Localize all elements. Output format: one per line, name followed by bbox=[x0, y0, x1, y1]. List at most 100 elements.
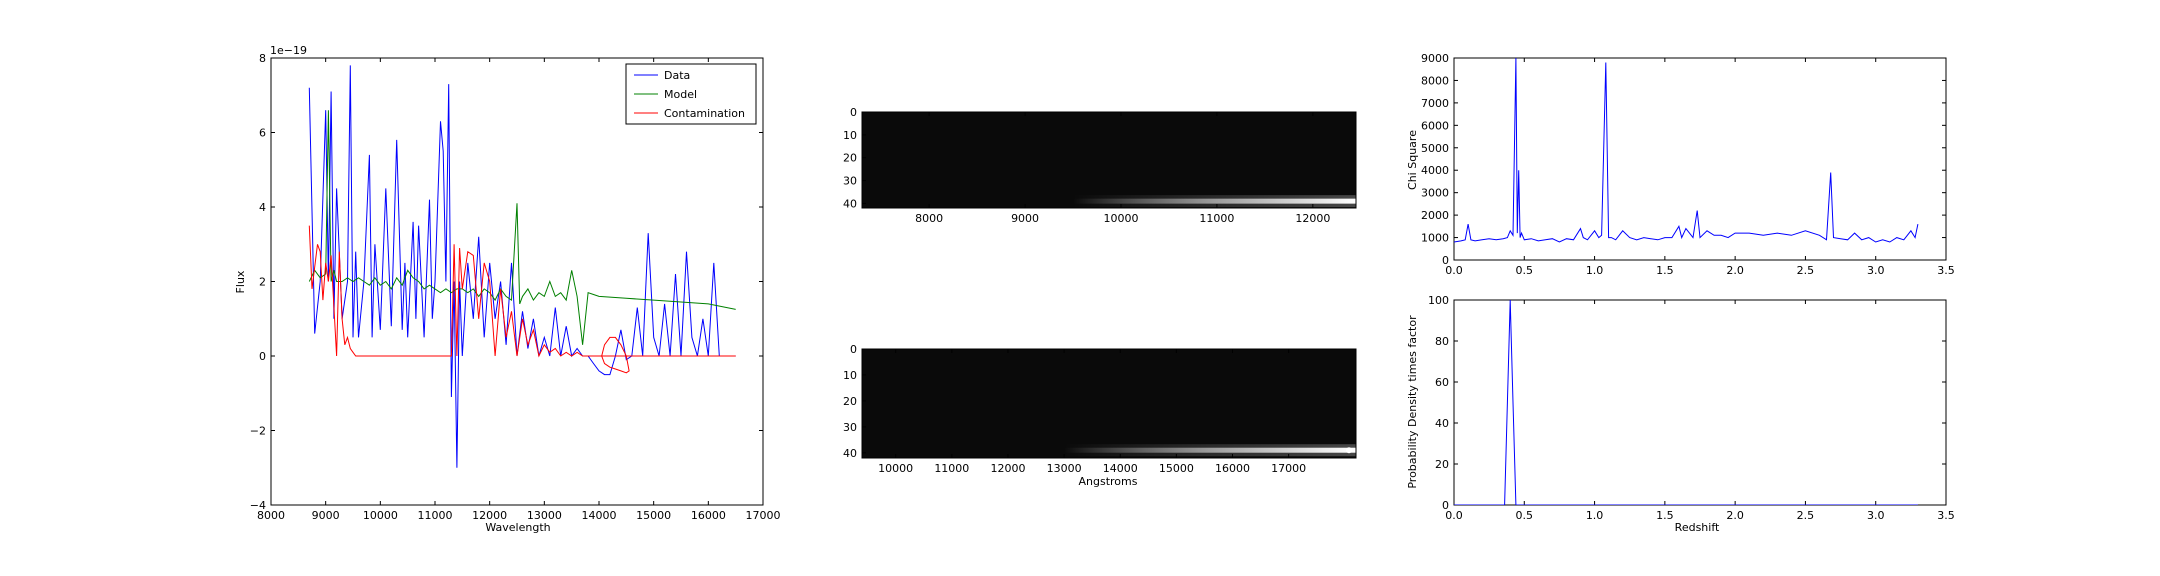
x-tick-label: 12000 bbox=[472, 509, 507, 522]
plot-frame bbox=[270, 57, 764, 506]
x-tick-label: 2.0 bbox=[1726, 264, 1744, 277]
x-tick-label: 12000 bbox=[1295, 212, 1330, 225]
y-tick-label: 1000 bbox=[1421, 232, 1449, 245]
x-tick-label: 13000 bbox=[527, 509, 562, 522]
y-tick-label: 0 bbox=[850, 106, 857, 119]
x-tick-label: 1.0 bbox=[1586, 264, 1604, 277]
series-line-0 bbox=[1454, 58, 1919, 243]
series-line-0 bbox=[1454, 300, 1918, 505]
y-tick-label: 6000 bbox=[1421, 119, 1449, 132]
y-tick-label: 2 bbox=[259, 276, 266, 289]
x-tick-label: 10000 bbox=[1103, 212, 1138, 225]
x-tick-label: 3.0 bbox=[1867, 264, 1885, 277]
x-tick-label: 16000 bbox=[691, 509, 726, 522]
x-tick-label: 1.0 bbox=[1586, 509, 1604, 522]
x-tick-label: 8000 bbox=[915, 212, 943, 225]
x-tick-label: 0.5 bbox=[1516, 264, 1534, 277]
x-tick-label: 3.5 bbox=[1937, 264, 1955, 277]
x-tick-label: 13000 bbox=[1047, 462, 1082, 475]
x-tick-label: 17000 bbox=[1271, 462, 1306, 475]
trace-glow bbox=[1073, 195, 1356, 208]
x-tick-label: 9000 bbox=[1011, 212, 1039, 225]
legend-label: Data bbox=[664, 69, 690, 82]
y-tick-label: 40 bbox=[843, 447, 857, 460]
series-line-data bbox=[308, 65, 736, 468]
x-tick-label: 11000 bbox=[418, 509, 453, 522]
x-tick-label: 8000 bbox=[257, 509, 285, 522]
spectrum-2d-image-top: Angstroms 8000 9000 10000 11000 12000 0 10 20 30… bbox=[843, 106, 1357, 488]
x-tick-label: 11000 bbox=[934, 462, 969, 475]
plot-frame bbox=[861, 348, 1357, 459]
trace-glow bbox=[1064, 444, 1356, 457]
plot-frame bbox=[1453, 57, 1947, 261]
y-tick-label: 0 bbox=[259, 350, 266, 363]
y-tick-label: 40 bbox=[1435, 417, 1449, 430]
legend-label: Model bbox=[664, 88, 697, 101]
redshift-axis-label: Redshift bbox=[1675, 521, 1720, 534]
y-tick-label: 6 bbox=[259, 127, 266, 140]
y-tick-label: 4 bbox=[259, 201, 266, 214]
y-tick-label: 30 bbox=[843, 175, 857, 188]
y-tick-label: 5000 bbox=[1421, 142, 1449, 155]
flux-axis-label: Flux bbox=[234, 270, 247, 293]
y-tick-label: 20 bbox=[1435, 458, 1449, 471]
x-tick-label: 2.5 bbox=[1797, 509, 1815, 522]
image-background bbox=[862, 112, 1356, 208]
y-tick-label: 8 bbox=[259, 52, 266, 65]
angstroms-axis-label: Angstroms bbox=[1079, 475, 1138, 488]
chi-square-axis-label: Chi Square bbox=[1406, 130, 1419, 190]
y-tick-label: −2 bbox=[250, 425, 266, 438]
y-tick-label: −4 bbox=[250, 499, 266, 512]
wavelength-axis-label: Wavelength bbox=[485, 521, 550, 534]
bright-spot bbox=[1346, 447, 1352, 454]
y-tick-label: 20 bbox=[843, 395, 857, 408]
y-tick-label: 4000 bbox=[1421, 164, 1449, 177]
x-tick-label: 15000 bbox=[1159, 462, 1194, 475]
chi-square-plot: Chi Square 0.0 0.5 1.0 1.5 2.0 2.5 3.0 3.5 0 1000… bbox=[1406, 52, 1955, 277]
x-tick-label: 2.0 bbox=[1726, 509, 1744, 522]
y-tick-label: 30 bbox=[843, 421, 857, 434]
legend-label: Contamination bbox=[664, 107, 745, 120]
x-tick-label: 0.0 bbox=[1445, 509, 1463, 522]
x-tick-label: 0.0 bbox=[1445, 264, 1463, 277]
x-tick-label: 3.5 bbox=[1937, 509, 1955, 522]
probability-density-plot: Redshift Probability Density times facto… bbox=[1406, 294, 1955, 534]
x-tick-label: 9000 bbox=[312, 509, 340, 522]
x-tick-label: 10000 bbox=[878, 462, 913, 475]
spectrum-2d-image-bottom: 10000 11000 12000 13000 14000 15000 16000 17000… bbox=[843, 343, 1357, 475]
y-tick-label: 80 bbox=[1435, 335, 1449, 348]
x-tick-label: 3.0 bbox=[1867, 509, 1885, 522]
flux-offset-label: 1e−19 bbox=[270, 44, 307, 57]
y-tick-label: 3000 bbox=[1421, 187, 1449, 200]
y-tick-label: 0 bbox=[1442, 499, 1449, 512]
y-tick-label: 7000 bbox=[1421, 97, 1449, 110]
x-tick-label: 10000 bbox=[363, 509, 398, 522]
y-tick-label: 20 bbox=[843, 152, 857, 165]
x-tick-label: 2.5 bbox=[1797, 264, 1815, 277]
y-tick-label: 8000 bbox=[1421, 74, 1449, 87]
x-tick-label: 12000 bbox=[990, 462, 1025, 475]
x-tick-label: 1.5 bbox=[1656, 509, 1674, 522]
y-tick-label: 0 bbox=[1442, 254, 1449, 267]
y-tick-label: 10 bbox=[843, 369, 857, 382]
x-tick-label: 17000 bbox=[746, 509, 781, 522]
x-tick-label: 0.5 bbox=[1516, 509, 1534, 522]
plot-frame bbox=[1453, 299, 1947, 506]
probability-density-axis-label: Probability Density times factor bbox=[1406, 315, 1419, 489]
y-tick-label: 100 bbox=[1428, 294, 1449, 307]
y-tick-label: 2000 bbox=[1421, 209, 1449, 222]
y-tick-label: 40 bbox=[843, 197, 857, 210]
x-tick-label: 14000 bbox=[582, 509, 617, 522]
x-tick-label: 16000 bbox=[1215, 462, 1250, 475]
spectrum-plot: 1e−19 Wavelength Flux 8000 9000 10000 11000… bbox=[234, 44, 781, 534]
image-background bbox=[862, 349, 1356, 458]
x-tick-label: 14000 bbox=[1103, 462, 1138, 475]
y-tick-label: 9000 bbox=[1421, 52, 1449, 65]
y-tick-label: 0 bbox=[850, 343, 857, 356]
y-tick-label: 10 bbox=[843, 129, 857, 142]
y-tick-label: 60 bbox=[1435, 376, 1449, 389]
x-tick-label: 11000 bbox=[1199, 212, 1234, 225]
x-tick-label: 1.5 bbox=[1656, 264, 1674, 277]
plot-frame bbox=[861, 111, 1357, 209]
